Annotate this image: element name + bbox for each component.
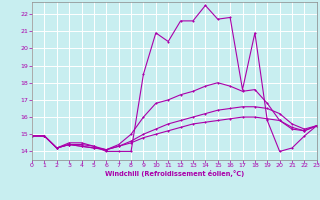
X-axis label: Windchill (Refroidissement éolien,°C): Windchill (Refroidissement éolien,°C) [105,170,244,177]
